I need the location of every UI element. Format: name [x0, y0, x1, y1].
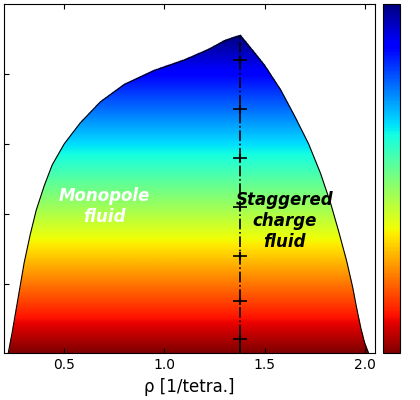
Text: Monopole
fluid: Monopole fluid — [59, 187, 150, 226]
Text: Staggered
charge
fluid: Staggered charge fluid — [236, 191, 333, 250]
X-axis label: ρ [1/tetra.]: ρ [1/tetra.] — [144, 378, 235, 396]
